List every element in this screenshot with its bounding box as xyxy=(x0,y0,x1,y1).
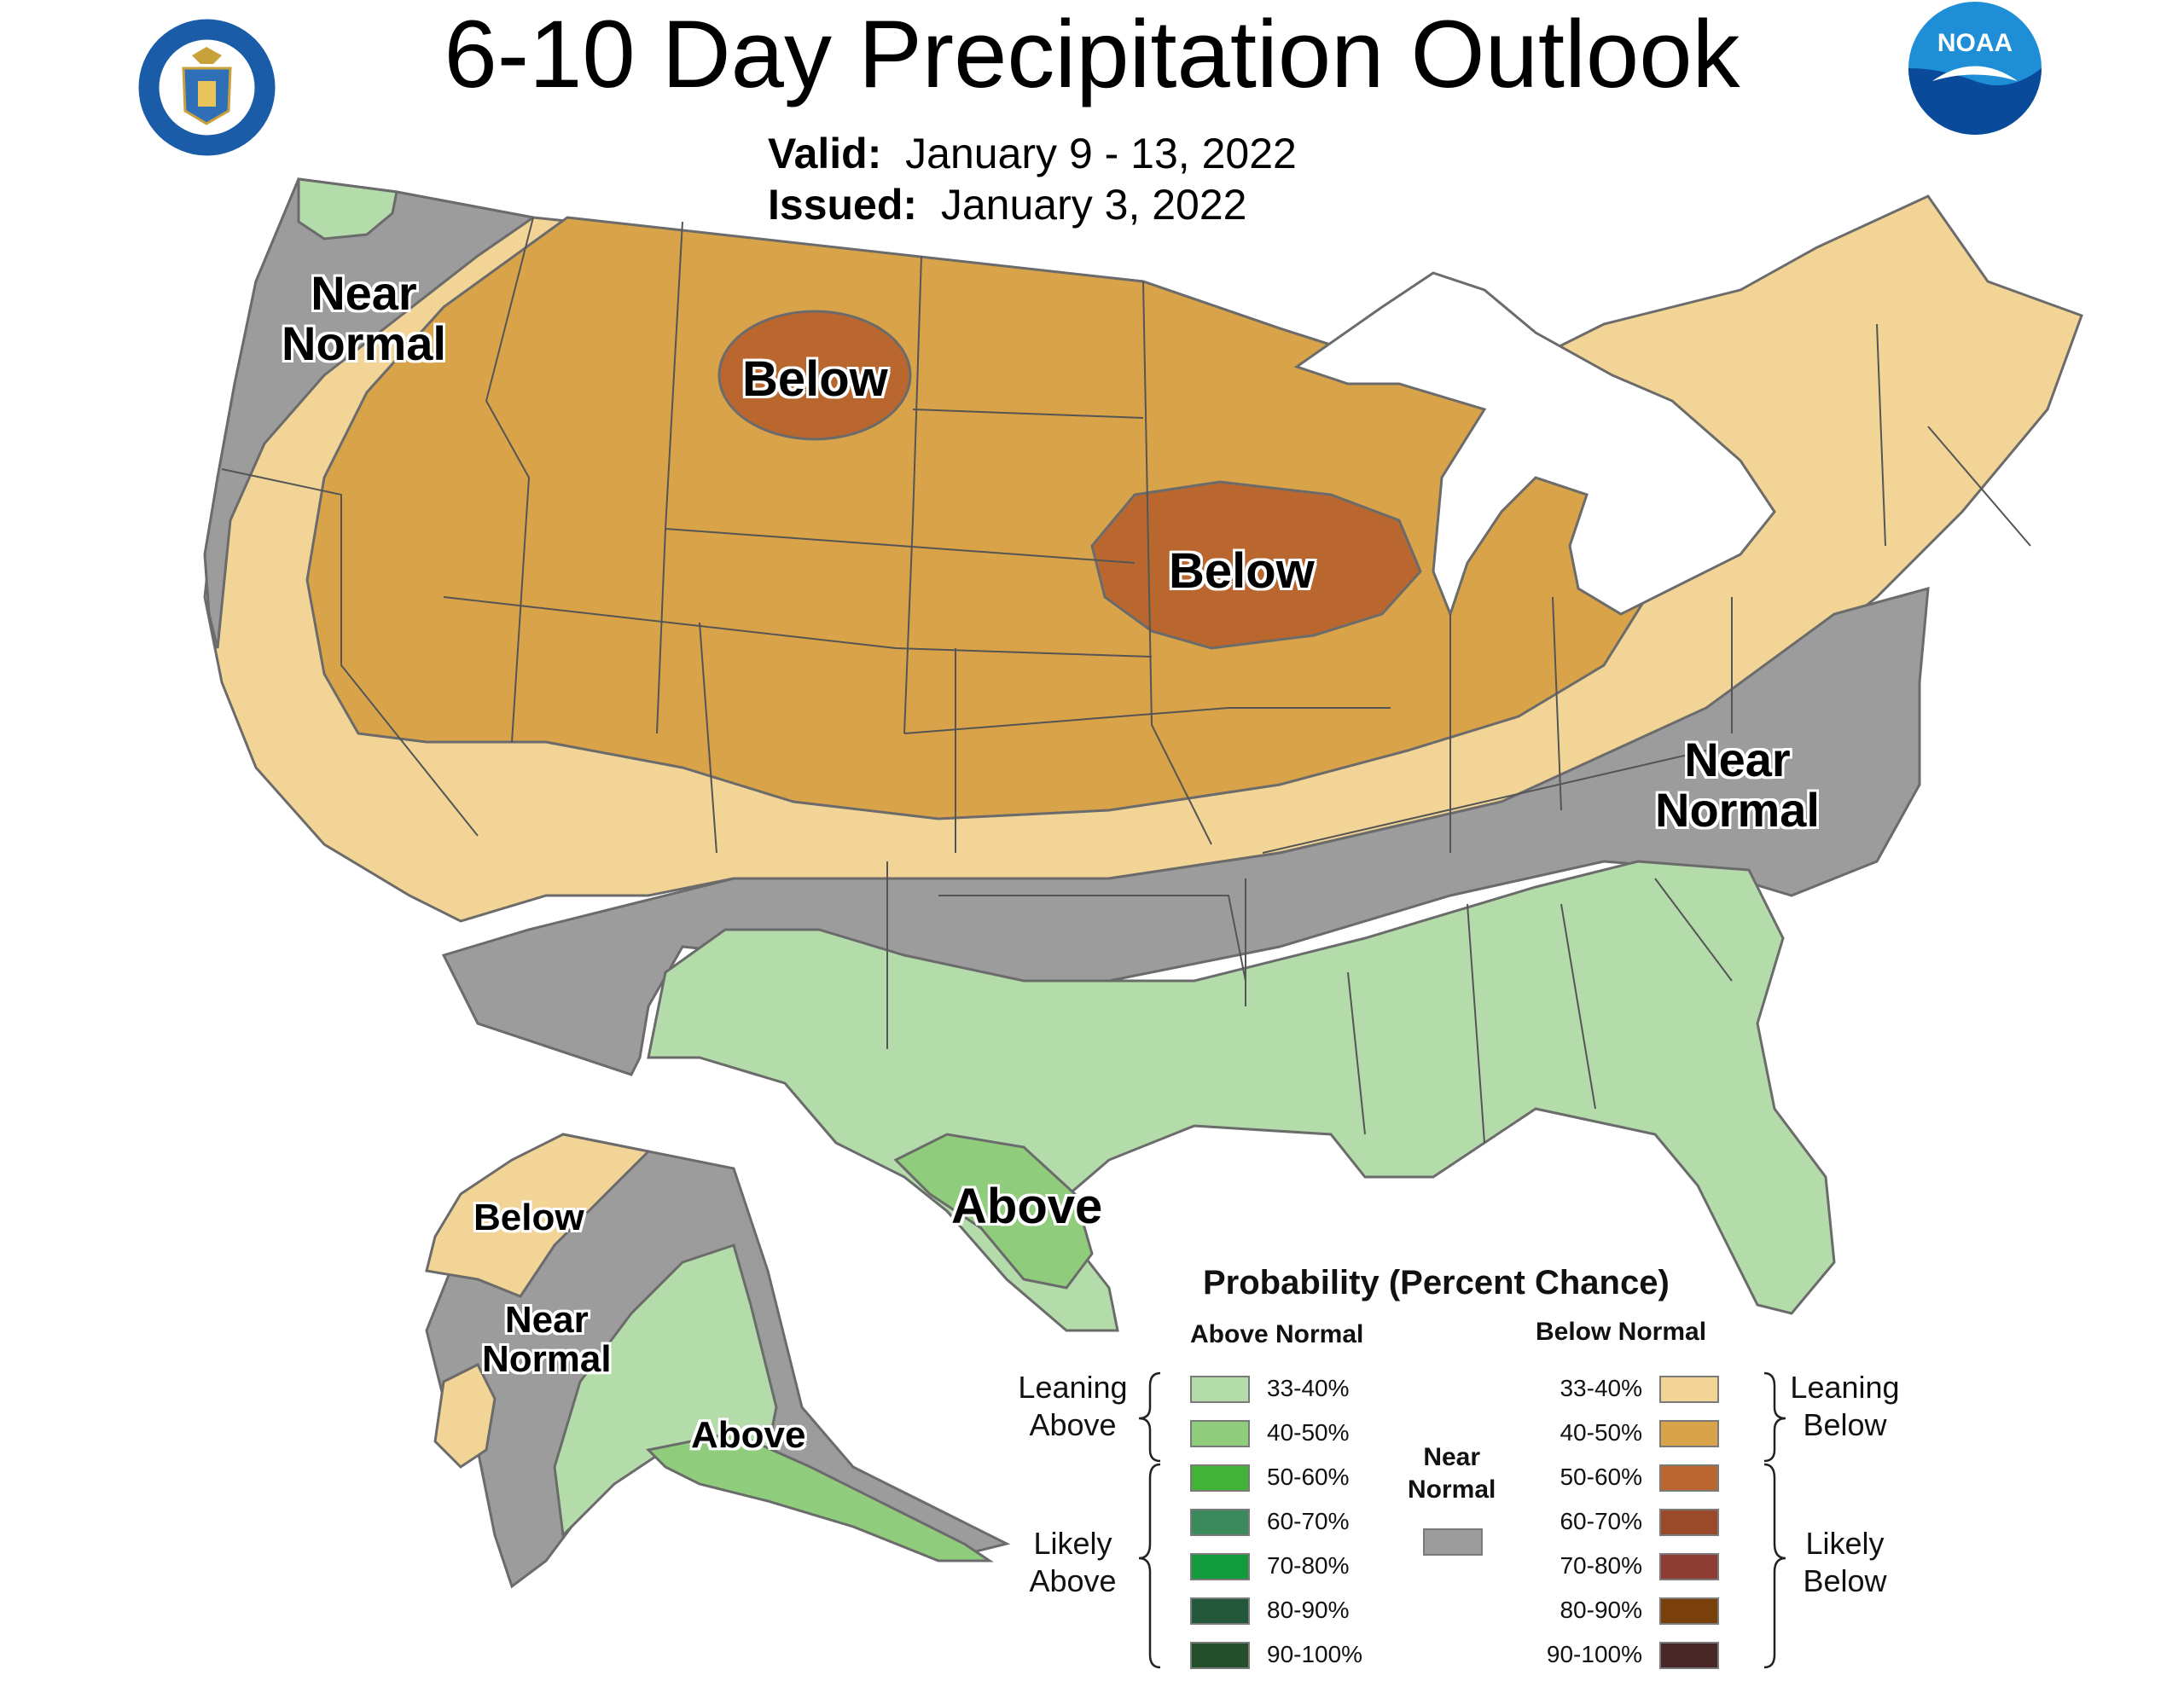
page-title: 6-10 Day Precipitation Outlook xyxy=(444,1,1740,107)
legend-below-pct-4: 70-80% xyxy=(1560,1552,1642,1579)
legend-below-swatch-4 xyxy=(1659,1553,1719,1580)
legend-below-pct-1: 40-50% xyxy=(1560,1419,1642,1446)
texas-above-40-50-region xyxy=(893,1133,1094,1290)
valid-label: Valid: xyxy=(768,130,882,177)
legend-above-pct-6: 90-100% xyxy=(1267,1641,1363,1667)
label-near-normal-se: Near Normal xyxy=(1655,733,1820,837)
below-50-60-midwest-region xyxy=(1090,480,1422,650)
legend-above-pct-5: 80-90% xyxy=(1267,1597,1350,1623)
legend-below-pct-0: 33-40% xyxy=(1560,1375,1642,1401)
nw-near-normal-region xyxy=(203,177,537,649)
legend-above-swatch-3 xyxy=(1190,1509,1250,1536)
legend-above-pct-3: 60-70% xyxy=(1267,1508,1350,1534)
commerce-seal xyxy=(136,17,277,158)
legend-near-header: Near Normal xyxy=(1408,1443,1496,1504)
state-boundaries xyxy=(221,217,2031,1144)
svg-text:NOAA: NOAA xyxy=(1937,29,2013,57)
legend-near-swatch xyxy=(1423,1528,1483,1556)
legend-above-pct-2: 50-60% xyxy=(1267,1464,1350,1490)
legend-below-swatch-3 xyxy=(1659,1509,1719,1536)
legend-below-swatch-5 xyxy=(1659,1597,1719,1625)
legend-leaning-below: Leaning Below xyxy=(1790,1370,1900,1442)
legend-below-swatch-1 xyxy=(1659,1420,1719,1447)
legend-below-pct-6: 90-100% xyxy=(1546,1641,1642,1667)
issued-label: Issued: xyxy=(768,181,918,229)
legend-below-pct-2: 50-60% xyxy=(1560,1464,1642,1490)
legend-leaning-above: Leaning Above xyxy=(1018,1370,1128,1442)
legend-above-header: Above Normal xyxy=(1190,1320,1364,1348)
legend-likely-above: Likely Above xyxy=(1029,1526,1117,1598)
alaska-lean-below-west xyxy=(433,1362,497,1469)
alaska-lean-below-north xyxy=(425,1133,652,1298)
label-above-texas: Above xyxy=(951,1179,1103,1234)
date-block: Valid: January 9 - 13, 2022 Issued: Janu… xyxy=(768,128,1297,230)
label-alaska-above: Above xyxy=(691,1414,806,1456)
legend-above-swatch-4 xyxy=(1190,1553,1250,1580)
legend-above-swatch-1 xyxy=(1190,1420,1250,1447)
label-near-normal-nw: Near Normal xyxy=(282,266,446,370)
legend-braces xyxy=(1138,1371,1786,1669)
below-50-60-montana-region xyxy=(717,310,912,441)
legend-likely-below: Likely Below xyxy=(1803,1526,1887,1598)
alaska-lean-above-region xyxy=(553,1244,778,1539)
valid-value: January 9 - 13, 2022 xyxy=(905,130,1297,177)
legend-above-pct-0: 33-40% xyxy=(1267,1375,1350,1401)
legend-below-header: Below Normal xyxy=(1536,1318,1707,1346)
legend-below-swatch-0 xyxy=(1659,1376,1719,1403)
legend-below-pct-3: 60-70% xyxy=(1560,1508,1642,1534)
legend-above-swatch-2 xyxy=(1190,1464,1250,1492)
wa-lean-above-region xyxy=(297,177,398,241)
legend-above-swatch-6 xyxy=(1190,1642,1250,1669)
issued-value: January 3, 2022 xyxy=(940,181,1247,229)
alaska-panhandle-above xyxy=(645,1431,994,1562)
label-below-midwest: Below xyxy=(1169,543,1315,599)
legend-above-pct-4: 70-80% xyxy=(1267,1552,1350,1579)
legend-above-swatch-0 xyxy=(1190,1376,1250,1403)
legend-below-pct-5: 80-90% xyxy=(1560,1597,1642,1623)
legend-title: Probability (Percent Chance) xyxy=(1203,1264,1670,1301)
legend-below-swatch-2 xyxy=(1659,1464,1719,1492)
legend-above-swatch-5 xyxy=(1190,1597,1250,1625)
great-lakes xyxy=(1293,271,1776,618)
label-alaska-below: Below xyxy=(473,1197,584,1238)
legend-below-swatch-6 xyxy=(1659,1642,1719,1669)
noaa-logo: NOAA xyxy=(1907,0,2043,136)
legend-above-pct-1: 40-50% xyxy=(1267,1419,1350,1446)
label-alaska-near-normal: Near Normal xyxy=(482,1299,612,1381)
south-lean-above-region xyxy=(647,860,1836,1332)
label-below-montana: Below xyxy=(742,351,888,407)
